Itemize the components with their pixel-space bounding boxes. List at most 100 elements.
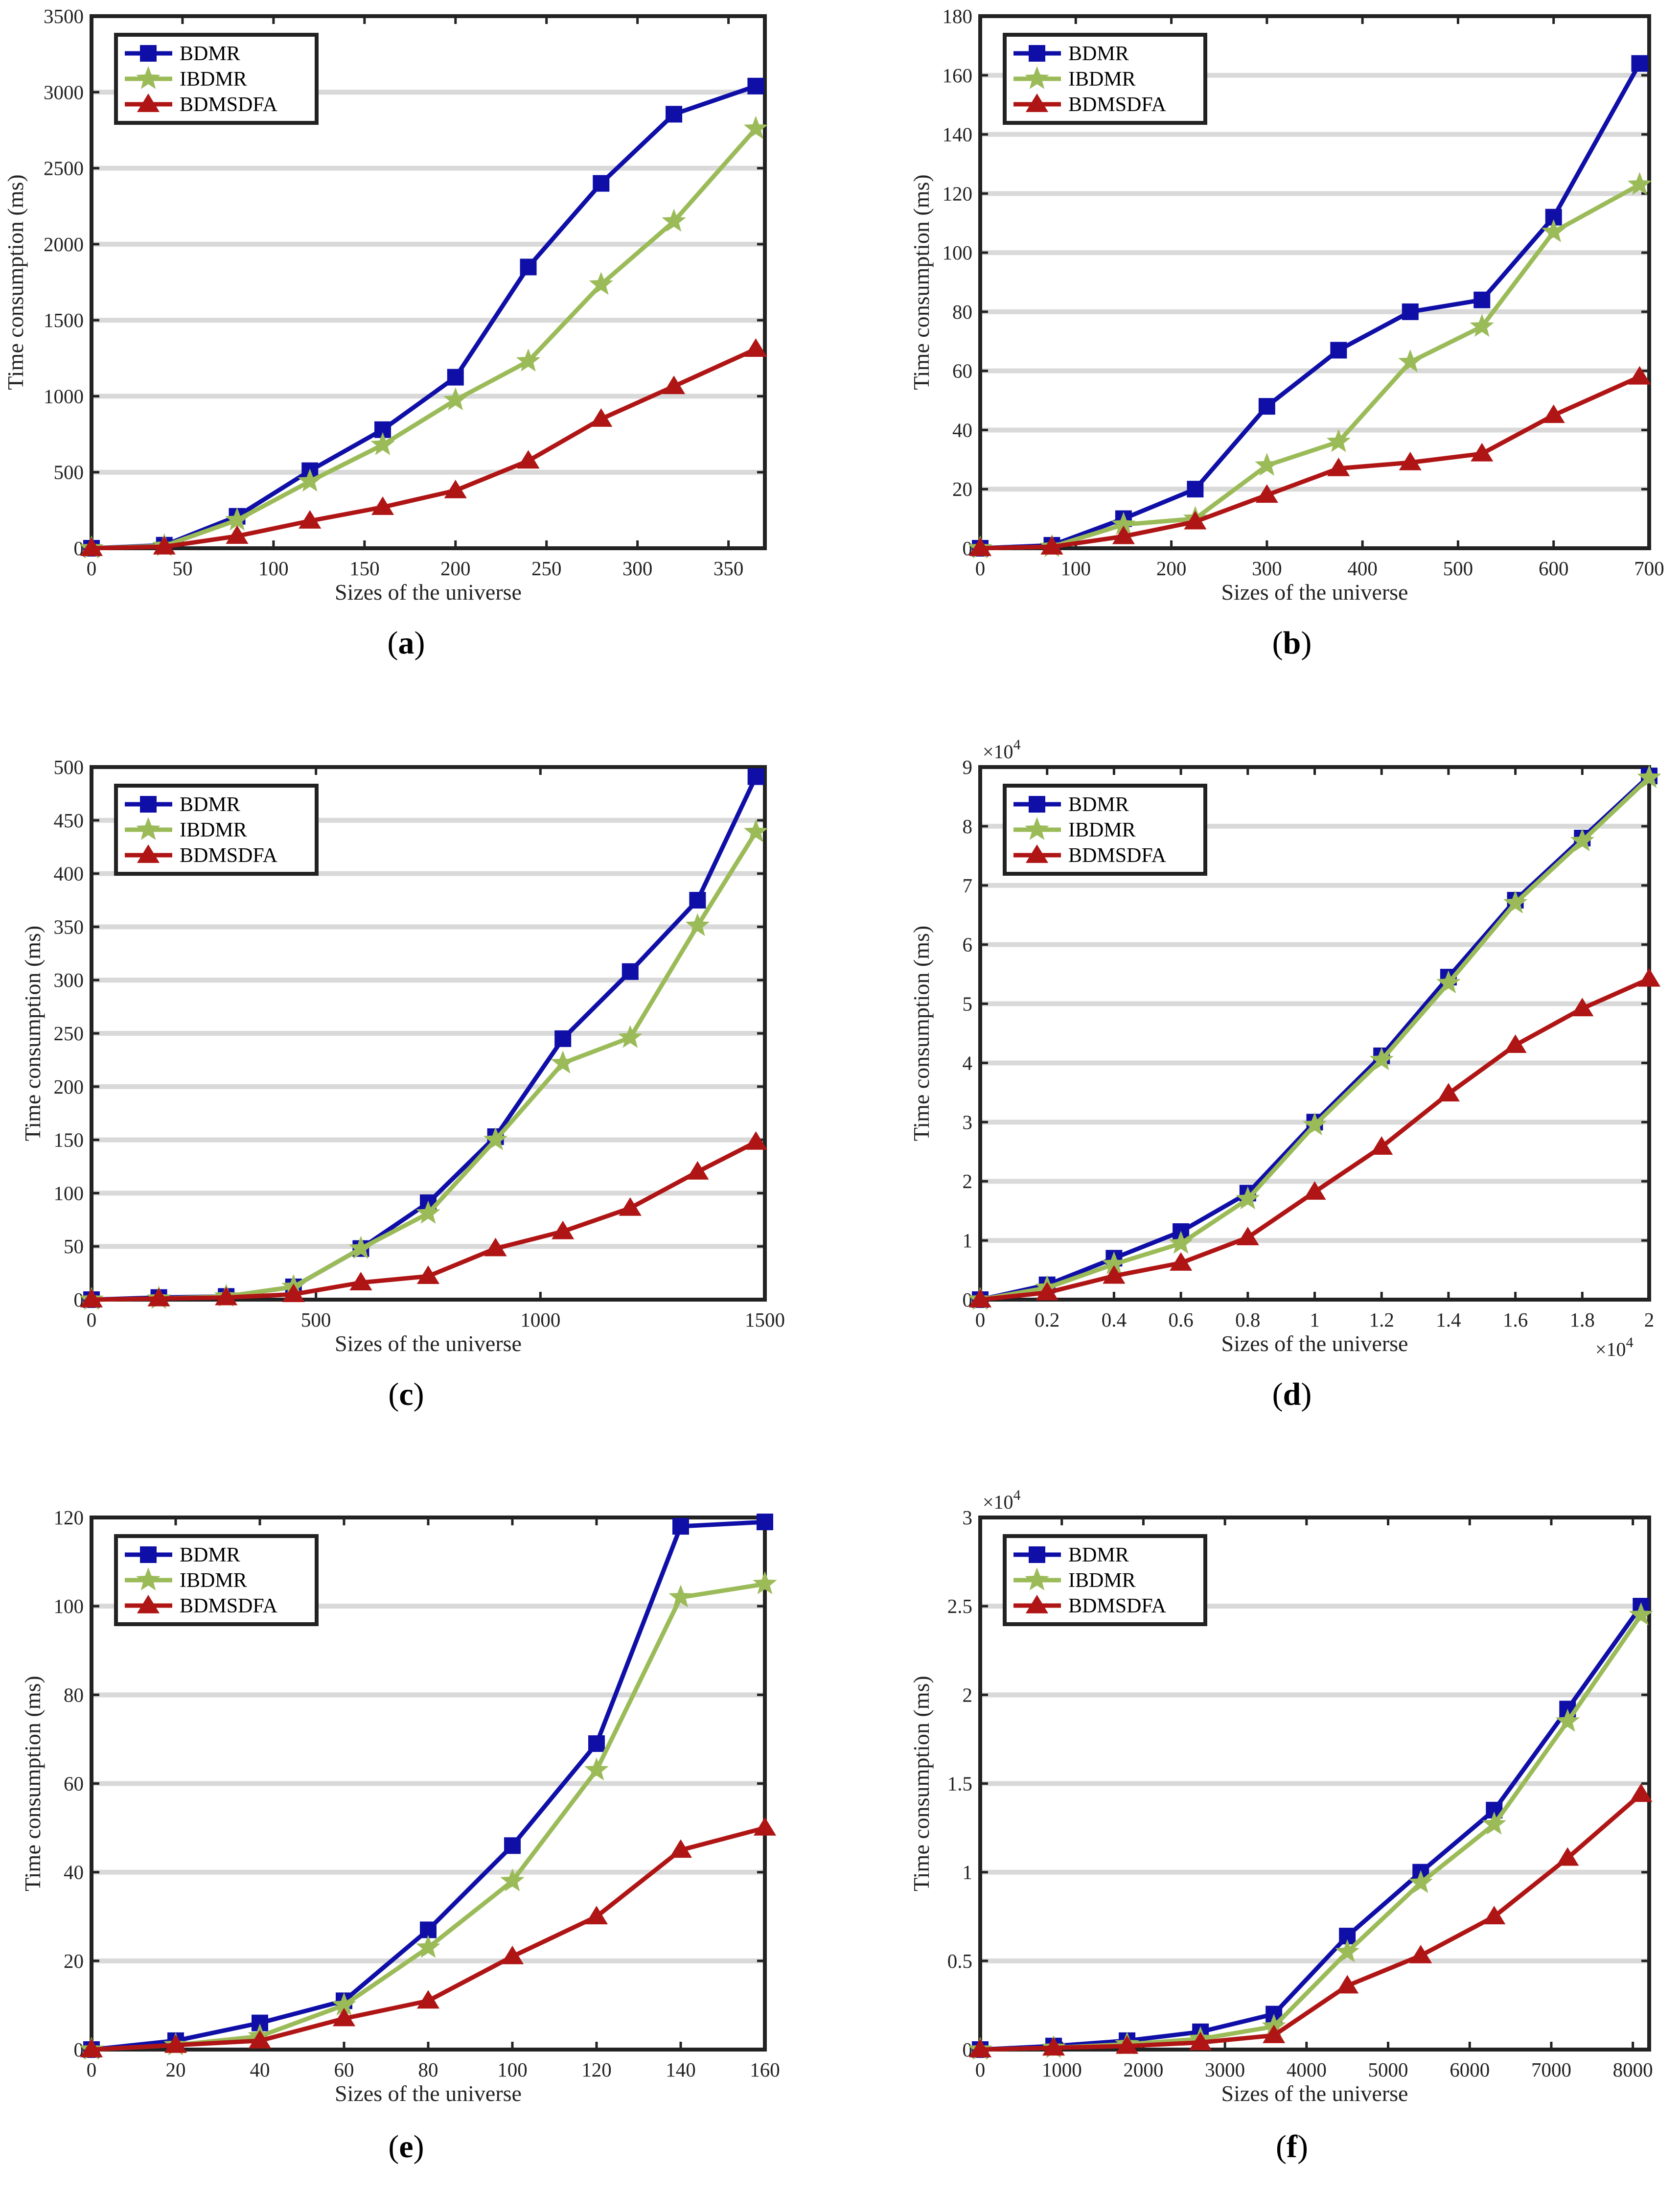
data-point-bdmsdfa (484, 1237, 507, 1257)
data-point-bdmsdfa (552, 1220, 575, 1239)
y-axis-label: Time consumption (ms) (909, 174, 934, 390)
x-tick-label: 100 (1061, 557, 1091, 580)
data-point-bdmsdfa (968, 537, 992, 556)
legend-label-ibdmr: IBDMR (180, 1569, 247, 1592)
y-tick-label: 1 (963, 1861, 973, 1884)
data-point-ibdmr (370, 432, 395, 455)
data-point-bdmr (554, 1030, 572, 1047)
legend-label-ibdmr: IBDMR (1068, 1569, 1136, 1592)
x-tick-label: 1 (1310, 1308, 1320, 1331)
data-point-ibdmr (1482, 1811, 1506, 1835)
x-tick-label: 4000 (1287, 2058, 1327, 2081)
data-point-ibdmr (618, 1025, 643, 1048)
series-line-ibdmr (980, 183, 1641, 551)
legend-label-bdmr: BDMR (1068, 793, 1129, 816)
data-point-ibdmr (483, 1127, 508, 1150)
x-tick-label: 0 (975, 557, 986, 580)
y-tick-label: 40 (952, 419, 972, 441)
x-tick-label: 60 (334, 2058, 354, 2081)
data-point-bdmsdfa (1571, 998, 1594, 1017)
y-tick-label: 1 (963, 1229, 973, 1252)
y-tick-label: 180 (943, 5, 973, 27)
data-point-bdmr (1402, 303, 1419, 320)
legend-label-bdmsdfa: BDMSDFA (1068, 844, 1167, 867)
data-point-bdmr (666, 106, 683, 123)
data-point-bdmsdfa (1112, 525, 1135, 544)
data-point-bdmsdfa (1036, 1282, 1059, 1301)
data-point-bdmsdfa (501, 1945, 524, 1964)
legend-marker-bdmr (140, 1546, 157, 1563)
data-point-bdmsdfa (1263, 2025, 1286, 2043)
y-tick-label: 0 (963, 2038, 973, 2061)
x-tick-label: 1.8 (1570, 1308, 1595, 1331)
series-line-bdmr (980, 62, 1642, 551)
y-multiplier-label: ×104 (983, 737, 1021, 763)
data-point-ibdmr (298, 468, 322, 492)
legend-marker-bdmr (1029, 796, 1045, 813)
data-point-ibdmr (516, 349, 541, 372)
data-point-ibdmr (1542, 219, 1566, 242)
legend-label-bdmsdfa: BDMSDFA (1068, 93, 1167, 116)
data-point-bdmsdfa (371, 496, 394, 515)
data-point-ibdmr (443, 387, 468, 411)
x-tick-label: 500 (1443, 557, 1473, 580)
series-line-ibdmr (91, 127, 758, 551)
y-tick-label: 2500 (44, 157, 84, 180)
data-point-ibdmr (348, 1236, 373, 1259)
x-tick-label: 350 (713, 557, 744, 580)
x-axis-label: Sizes of the universe (1221, 2081, 1408, 2106)
x-tick-label: 300 (1252, 557, 1282, 580)
series-line-bdmsdfa (980, 374, 1641, 551)
data-point-ibdmr (1111, 512, 1136, 535)
data-point-bdmsdfa (669, 1839, 692, 1858)
y-tick-label: 50 (64, 1235, 84, 1258)
data-point-bdmsdfa (153, 536, 176, 555)
data-point-ibdmr (1326, 429, 1351, 452)
data-point-bdmr (520, 258, 537, 276)
data-point-bdmsdfa (332, 2007, 356, 2027)
x-tick-label: 150 (349, 557, 380, 580)
data-point-bdmsdfa (147, 1287, 170, 1306)
data-point-ibdmr (685, 913, 710, 936)
x-tick-label: 80 (418, 2058, 438, 2081)
data-point-bdmsdfa (282, 1283, 305, 1302)
panel-caption: (a) (388, 625, 425, 661)
data-point-ibdmr (1570, 828, 1594, 852)
legend-label-bdmr: BDMR (180, 1544, 240, 1566)
legend-marker-bdmsdfa (137, 844, 160, 863)
data-point-bdmr (747, 77, 764, 94)
data-point-ibdmr (589, 272, 613, 295)
y-tick-label: 200 (54, 1075, 84, 1098)
y-tick-label: 1500 (44, 309, 84, 331)
series-line-bdmsdfa (91, 347, 757, 551)
y-tick-label: 0 (74, 537, 84, 560)
y-tick-label: 9 (963, 756, 973, 778)
legend-marker-ibdmr (136, 817, 161, 840)
data-point-bdmsdfa (1336, 1975, 1359, 1994)
data-point-bdmsdfa (1189, 2031, 1212, 2051)
y-axis-label: Time consumption (ms) (3, 174, 28, 390)
legend-marker-bdmr (140, 45, 157, 62)
data-point-bdmsdfa (1628, 366, 1651, 385)
data-point-bdmr (1330, 342, 1347, 359)
data-point-bdmsdfa (1327, 457, 1350, 476)
data-point-bdmsdfa (1303, 1181, 1326, 1200)
x-tick-label: 0 (87, 557, 97, 580)
data-point-bdmsdfa (1630, 1783, 1653, 1802)
legend-marker-bdmsdfa (137, 93, 160, 112)
x-tick-label: 20 (166, 2058, 186, 2081)
x-tick-label: 1.2 (1369, 1308, 1394, 1331)
data-point-ibdmr (1637, 765, 1661, 788)
y-tick-label: 0 (74, 1288, 84, 1311)
data-point-ibdmr (225, 507, 250, 531)
data-point-ibdmr (1102, 1251, 1127, 1275)
y-tick-label: 3 (963, 1111, 973, 1133)
y-tick-label: 350 (54, 915, 84, 938)
x-tick-label: 0.8 (1235, 1308, 1260, 1331)
x-tick-label: 400 (1347, 557, 1378, 580)
data-point-bdmsdfa (1504, 1034, 1527, 1053)
legend-marker-ibdmr (136, 66, 161, 89)
panel-caption: (f) (1276, 2129, 1308, 2165)
data-point-bdmsdfa (248, 2030, 272, 2049)
